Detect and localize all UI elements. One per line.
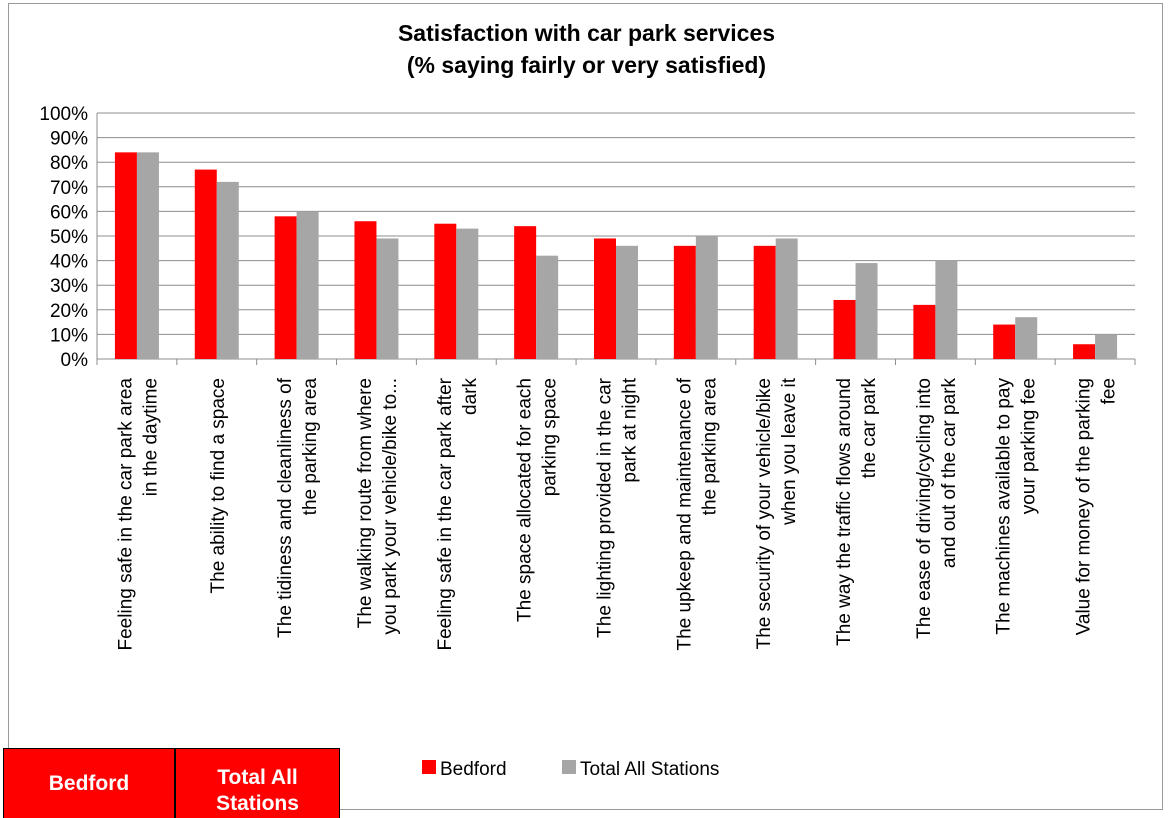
bar-bedford xyxy=(194,169,217,359)
category-label: the car park xyxy=(859,378,880,479)
legend-label-total-all-stations: Total All Stations xyxy=(580,759,719,780)
bar-bedford xyxy=(274,216,297,359)
bar-total-all-stations xyxy=(695,236,718,359)
y-tick-label: 70% xyxy=(50,178,88,199)
y-tick-label: 10% xyxy=(50,325,88,346)
category-label: when you leave it xyxy=(779,377,800,526)
bar-total-all-stations xyxy=(536,255,559,359)
category-label: fee xyxy=(1099,378,1120,404)
bar-bedford xyxy=(833,299,856,359)
bar-bedford xyxy=(434,223,457,359)
category-label: Feeling safe in the car park after xyxy=(435,377,456,650)
bar-total-all-stations xyxy=(1015,317,1038,359)
category-label: The lighting provided in the car xyxy=(595,377,616,637)
category-label: The upkeep and maintenance of xyxy=(674,377,695,650)
bar-bedford xyxy=(594,238,616,359)
y-tick-label: 50% xyxy=(50,227,88,248)
bar-total-all-stations xyxy=(935,260,958,359)
category-label: The way the traffic flows around xyxy=(834,378,855,646)
data-table-header: Bedford Total All Stations xyxy=(0,748,340,818)
bar-total-all-stations xyxy=(775,238,798,359)
category-label: The walking route from where xyxy=(355,378,376,628)
category-label: the parking area xyxy=(699,378,720,516)
legend-swatch-total-all-stations xyxy=(562,760,576,774)
category-label: in the daytime xyxy=(140,378,161,496)
bar-bedford xyxy=(514,226,537,359)
bar-bedford xyxy=(1073,344,1096,359)
y-tick-label: 90% xyxy=(50,129,88,150)
category-label: and out of the car park xyxy=(939,378,960,569)
category-label: park at night xyxy=(620,377,641,482)
bar-bedford xyxy=(354,221,377,359)
category-label: the parking area xyxy=(300,378,321,516)
category-label: The security of your vehicle/bike xyxy=(754,378,775,649)
y-tick-label: 60% xyxy=(50,202,88,223)
y-tick-label: 20% xyxy=(50,301,88,322)
bar-total-all-stations xyxy=(216,181,239,359)
legend-label-bedford: Bedford xyxy=(440,759,507,780)
bar-bedford xyxy=(753,245,776,359)
category-label: Value for money of the parking xyxy=(1074,378,1095,635)
bar-total-all-stations xyxy=(1095,334,1118,359)
bar-total-all-stations xyxy=(456,228,479,359)
category-label: Feeling safe in the car park area xyxy=(115,378,136,651)
bar-bedford xyxy=(913,304,936,359)
table-header-bedford: Bedford xyxy=(3,748,175,818)
category-label: The space allocated for each xyxy=(515,378,536,622)
bar-bedford xyxy=(993,324,1016,359)
bar-total-all-stations xyxy=(376,238,399,359)
bar-total-all-stations xyxy=(616,245,638,359)
category-label: parking space xyxy=(540,378,561,496)
y-tick-label: 0% xyxy=(61,350,89,371)
category-label: The tidiness and cleanliness of xyxy=(275,377,296,638)
y-tick-label: 80% xyxy=(50,153,88,174)
category-label: you park your vehicle/bike to... xyxy=(380,378,401,635)
y-tick-label: 40% xyxy=(50,252,88,273)
category-label: The ability to find a space xyxy=(208,378,229,593)
bar-bedford xyxy=(673,245,696,359)
category-label: your parking fee xyxy=(1019,378,1040,514)
table-header-total-all-stations: Total All Stations xyxy=(175,748,340,818)
chart-title-line-1: Satisfaction with car park services xyxy=(397,20,776,46)
category-label: The ease of driving/cycling into xyxy=(914,378,935,639)
bar-total-all-stations xyxy=(296,211,319,359)
category-label: The machines available to pay xyxy=(994,378,1015,635)
legend-swatch-bedford xyxy=(422,760,436,774)
bar-bedford xyxy=(114,152,137,359)
category-label: dark xyxy=(460,378,481,415)
chart-title-line-2: (% saying fairly or very satisfied) xyxy=(406,52,767,78)
bar-total-all-stations xyxy=(136,152,159,359)
y-tick-label: 100% xyxy=(39,104,88,125)
bar-total-all-stations xyxy=(855,263,878,359)
y-tick-label: 30% xyxy=(50,276,88,297)
